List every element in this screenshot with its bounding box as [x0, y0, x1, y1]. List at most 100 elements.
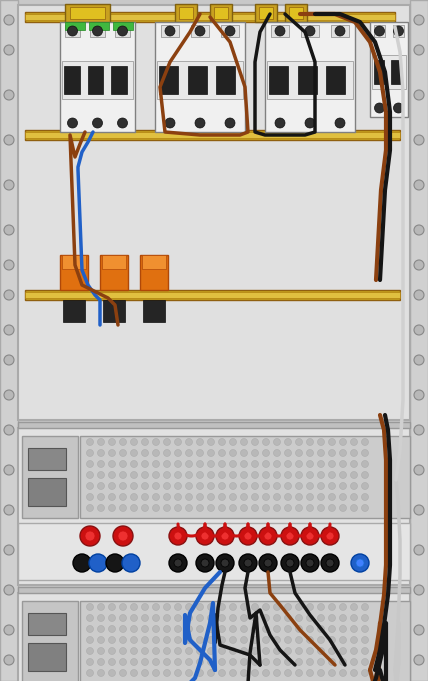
Circle shape	[98, 449, 104, 456]
Circle shape	[339, 471, 347, 479]
Bar	[65, 22, 85, 30]
Circle shape	[329, 626, 336, 633]
Circle shape	[98, 659, 104, 665]
Bar	[25, 14, 395, 20]
Circle shape	[306, 559, 314, 567]
Circle shape	[241, 449, 247, 456]
Circle shape	[318, 505, 324, 511]
Circle shape	[351, 460, 357, 467]
Circle shape	[229, 505, 237, 511]
Circle shape	[339, 614, 347, 622]
Circle shape	[275, 118, 285, 128]
Circle shape	[185, 659, 193, 665]
Bar	[191, 25, 209, 37]
Circle shape	[152, 460, 160, 467]
Circle shape	[252, 659, 259, 665]
Circle shape	[4, 655, 14, 665]
Bar	[62, 255, 86, 269]
Circle shape	[414, 505, 424, 515]
Bar	[28, 613, 66, 635]
Circle shape	[362, 471, 369, 479]
Bar	[102, 255, 126, 269]
Circle shape	[295, 483, 303, 490]
Circle shape	[225, 118, 235, 128]
Circle shape	[219, 460, 226, 467]
Circle shape	[208, 505, 214, 511]
Bar	[331, 25, 349, 37]
Circle shape	[362, 449, 369, 456]
Circle shape	[185, 460, 193, 467]
Circle shape	[4, 325, 14, 335]
Circle shape	[152, 659, 160, 665]
Circle shape	[98, 494, 104, 501]
Circle shape	[339, 626, 347, 633]
Circle shape	[4, 135, 14, 145]
Circle shape	[131, 648, 137, 654]
Circle shape	[252, 439, 259, 445]
Circle shape	[152, 494, 160, 501]
Circle shape	[185, 494, 193, 501]
Circle shape	[142, 505, 149, 511]
Circle shape	[295, 449, 303, 456]
Bar	[65, 25, 80, 37]
Circle shape	[351, 659, 357, 665]
Circle shape	[281, 554, 299, 572]
Circle shape	[98, 439, 104, 445]
Circle shape	[326, 559, 334, 567]
Circle shape	[98, 669, 104, 676]
Circle shape	[318, 439, 324, 445]
Circle shape	[414, 325, 424, 335]
Circle shape	[318, 659, 324, 665]
Circle shape	[414, 585, 424, 595]
Circle shape	[152, 669, 160, 676]
Circle shape	[86, 471, 93, 479]
Bar	[18, 587, 410, 593]
Circle shape	[252, 494, 259, 501]
Bar	[111, 66, 127, 93]
Circle shape	[219, 659, 226, 665]
Circle shape	[219, 471, 226, 479]
Circle shape	[131, 505, 137, 511]
Bar	[25, 292, 400, 298]
Circle shape	[393, 26, 404, 36]
Circle shape	[329, 637, 336, 644]
Circle shape	[351, 603, 357, 610]
Bar	[157, 61, 243, 99]
Circle shape	[241, 626, 247, 633]
Bar	[374, 60, 384, 84]
Circle shape	[4, 180, 14, 190]
Circle shape	[305, 26, 315, 36]
Circle shape	[329, 505, 336, 511]
Circle shape	[252, 648, 259, 654]
Circle shape	[142, 603, 149, 610]
Circle shape	[92, 26, 102, 36]
Circle shape	[295, 603, 303, 610]
Circle shape	[285, 614, 291, 622]
Circle shape	[414, 90, 424, 100]
Circle shape	[244, 532, 252, 540]
Circle shape	[339, 659, 347, 665]
Circle shape	[175, 449, 181, 456]
Circle shape	[273, 471, 280, 479]
Circle shape	[259, 554, 277, 572]
Circle shape	[281, 527, 299, 545]
Circle shape	[196, 460, 203, 467]
Circle shape	[252, 603, 259, 610]
Circle shape	[306, 449, 313, 456]
Circle shape	[86, 460, 93, 467]
Circle shape	[414, 45, 424, 55]
Circle shape	[362, 460, 369, 467]
Circle shape	[262, 614, 270, 622]
Circle shape	[219, 505, 226, 511]
Circle shape	[185, 626, 193, 633]
Circle shape	[85, 531, 95, 541]
Circle shape	[318, 626, 324, 633]
Bar	[391, 60, 401, 84]
Circle shape	[273, 483, 280, 490]
Circle shape	[219, 626, 226, 633]
Circle shape	[219, 614, 226, 622]
Circle shape	[175, 648, 181, 654]
Bar	[90, 25, 105, 37]
Circle shape	[285, 659, 291, 665]
Circle shape	[196, 494, 203, 501]
